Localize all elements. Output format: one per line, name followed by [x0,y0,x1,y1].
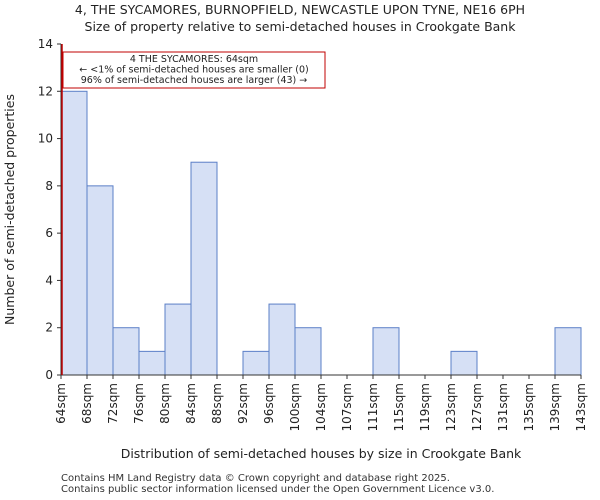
annotation-box [62,51,326,89]
histogram-bar [242,350,270,376]
y-tick-label: 6 [45,226,53,240]
y-tick-label: 8 [45,179,53,193]
footer-licence: Contains public sector information licen… [61,484,495,495]
histogram-bar [86,185,114,376]
x-tick-label: 100sqm [288,383,302,431]
y-tick-label: 4 [45,273,53,287]
histogram-bar [554,327,582,376]
x-tick-label: 123sqm [444,383,458,431]
x-tick-label: 107sqm [340,383,354,431]
histogram-bar [268,303,296,376]
x-tick-label: 88sqm [210,383,224,424]
annotation-text: 96% of semi-detached houses are larger (… [81,75,308,86]
x-tick-label: 84sqm [184,383,198,424]
x-tick-label: 80sqm [158,383,172,424]
x-tick-label: 76sqm [132,383,146,424]
y-tick-label: 2 [45,321,53,335]
histogram-bar [450,350,478,376]
x-tick-label: 135sqm [522,383,536,431]
y-tick-label: 12 [38,84,53,98]
histogram-bar [138,350,166,376]
histogram-bar [60,90,88,376]
histogram-bar [164,303,192,376]
x-tick-label: 119sqm [418,383,432,431]
annotation-text: ← <1% of semi-detached houses are smalle… [79,65,308,76]
footer-copyright: Contains HM Land Registry data © Crown c… [61,473,450,484]
x-tick-label: 139sqm [548,383,562,431]
chart-title: 4, THE SYCAMORES, BURNOPFIELD, NEWCASTLE… [74,2,526,17]
x-tick-label: 64sqm [54,383,68,424]
y-tick-label: 10 [38,132,53,146]
chart-subtitle: Size of property relative to semi-detach… [84,19,516,34]
x-tick-label: 68sqm [80,383,94,424]
x-tick-label: 72sqm [106,383,120,424]
histogram-bar [112,327,140,376]
x-tick-label: 131sqm [496,383,510,431]
x-tick-label: 111sqm [366,383,380,431]
y-tick-label: 14 [38,37,53,51]
y-axis-title: Number of semi-detached properties [2,94,17,325]
x-tick-label: 96sqm [262,383,276,424]
x-axis-title: Distribution of semi-detached houses by … [121,446,522,461]
histogram-bar [294,327,322,376]
histogram-bar [190,161,218,376]
histogram-bar [372,327,400,376]
x-tick-label: 104sqm [314,383,328,431]
x-tick-label: 127sqm [470,383,484,431]
x-tick-label: 115sqm [392,383,406,431]
y-tick-label: 0 [45,368,53,382]
x-tick-label: 92sqm [236,383,250,424]
annotation-text: 4 THE SYCAMORES: 64sqm [130,54,258,65]
x-tick-label: 143sqm [574,383,588,431]
